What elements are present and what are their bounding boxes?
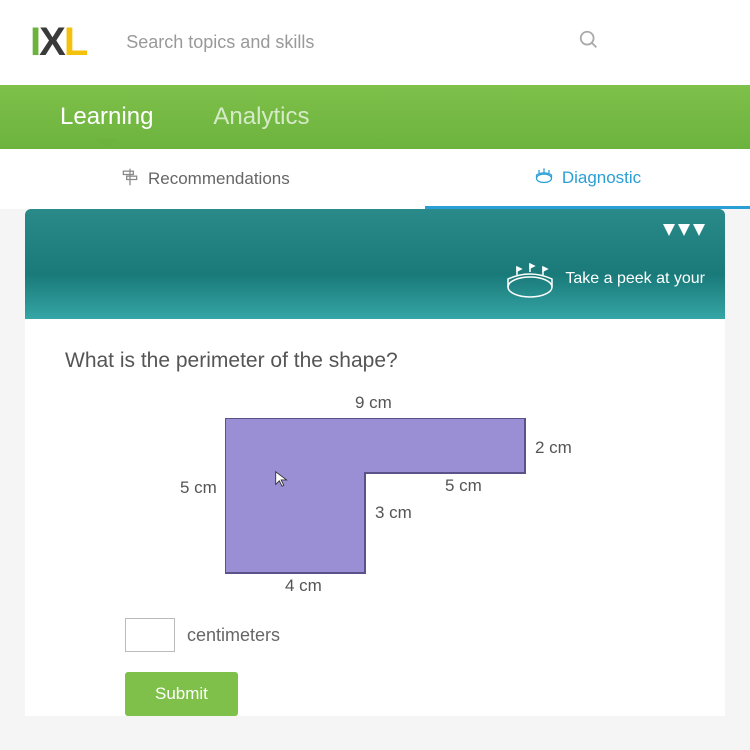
answer-row: centimeters bbox=[125, 618, 685, 652]
subnav-recommendations[interactable]: Recommendations bbox=[100, 149, 425, 209]
shape-diagram: 9 cm 2 cm 5 cm 5 cm 3 cm 4 cm bbox=[165, 398, 585, 598]
banner-flags-icon bbox=[663, 224, 705, 236]
logo[interactable]: IXL bbox=[30, 20, 86, 65]
submit-button[interactable]: Submit bbox=[125, 672, 238, 716]
question-text: What is the perimeter of the shape? bbox=[65, 349, 685, 373]
label-right: 2 cm bbox=[535, 438, 572, 458]
nav-bar: Learning Analytics bbox=[0, 85, 750, 149]
logo-i: I bbox=[30, 20, 39, 64]
logo-x: X bbox=[39, 20, 64, 64]
nav-learning[interactable]: Learning bbox=[30, 85, 183, 149]
logo-l: L bbox=[64, 20, 86, 64]
answer-input[interactable] bbox=[125, 618, 175, 652]
content: What is the perimeter of the shape? 9 cm… bbox=[25, 319, 725, 716]
search-icon[interactable] bbox=[578, 29, 600, 57]
subnav-recommendations-label: Recommendations bbox=[148, 169, 290, 189]
label-bottom: 4 cm bbox=[285, 576, 322, 596]
banner-content: Take a peek at your bbox=[505, 259, 705, 299]
header: IXL Search topics and skills bbox=[0, 0, 750, 85]
label-top: 9 cm bbox=[355, 393, 392, 413]
label-mid-right: 5 cm bbox=[445, 476, 482, 496]
arena-icon bbox=[534, 165, 554, 190]
label-inner: 3 cm bbox=[375, 503, 412, 523]
label-mid-left: 5 cm bbox=[180, 478, 217, 498]
search-input[interactable]: Search topics and skills bbox=[126, 32, 720, 53]
banner: Take a peek at your bbox=[25, 209, 725, 319]
arena-large-icon bbox=[505, 259, 555, 299]
signpost-icon bbox=[120, 167, 140, 192]
subnav-diagnostic[interactable]: Diagnostic bbox=[425, 149, 750, 209]
nav-analytics[interactable]: Analytics bbox=[183, 85, 339, 149]
unit-label: centimeters bbox=[187, 625, 280, 646]
search-placeholder: Search topics and skills bbox=[126, 32, 314, 53]
subnav-diagnostic-label: Diagnostic bbox=[562, 168, 641, 188]
banner-text: Take a peek at your bbox=[565, 270, 705, 288]
